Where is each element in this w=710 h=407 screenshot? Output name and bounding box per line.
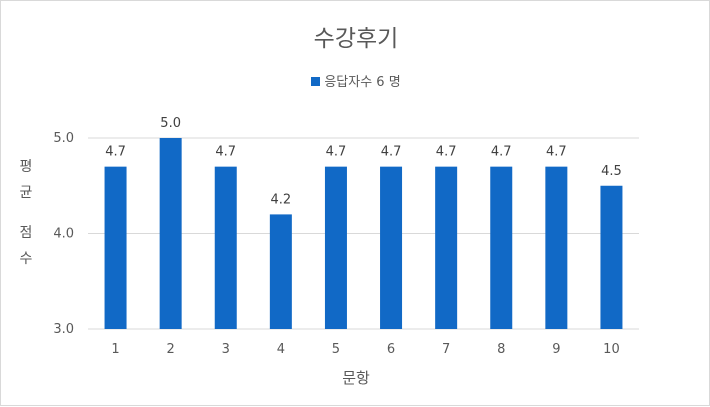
y-tick-label: 3.0 [53,322,74,337]
legend-label: 응답자수 6 명 [324,75,401,90]
data-label: 4.7 [215,145,236,160]
data-label: 4.7 [105,145,126,160]
bar [380,166,403,329]
x-tick-label: 1 [111,342,119,357]
y-tick-label: 5.0 [53,131,74,146]
bar [159,138,182,329]
x-tick-label: 4 [277,342,285,357]
x-tick-label: 9 [552,342,560,357]
chart-title: 수강후기 [313,26,399,52]
data-label: 4.5 [601,164,622,179]
x-tick-label: 7 [442,342,450,357]
x-tick-label: 2 [167,342,175,357]
data-label: 4.7 [491,145,512,160]
legend-swatch [311,77,321,86]
y-tick-label: 4.0 [53,227,74,242]
bar [490,166,513,329]
bar [324,166,347,329]
bar [269,214,292,329]
data-label: 4.7 [326,145,347,160]
y-axis-label-char: 평 [19,159,33,175]
x-tick-label: 6 [387,342,395,357]
y-axis-label-char: 수 [19,251,33,267]
bar [600,185,623,329]
x-tick-label: 3 [222,342,230,357]
x-axis-label: 문항 [342,369,370,387]
bar [545,166,568,329]
y-axis-label-char: 점 [19,225,33,241]
x-tick-label: 10 [603,342,620,357]
data-label: 4.7 [436,145,457,160]
y-axis-label-char: 균 [19,185,33,201]
bar [104,166,127,329]
bar [214,166,237,329]
legend: 응답자수 6 명 [1,71,710,90]
data-label: 4.7 [546,145,567,160]
data-label: 5.0 [160,116,181,131]
data-label: 4.7 [381,145,402,160]
x-tick-label: 5 [332,342,340,357]
x-tick-label: 8 [497,342,505,357]
data-label: 4.2 [271,192,292,207]
bar [435,166,458,329]
